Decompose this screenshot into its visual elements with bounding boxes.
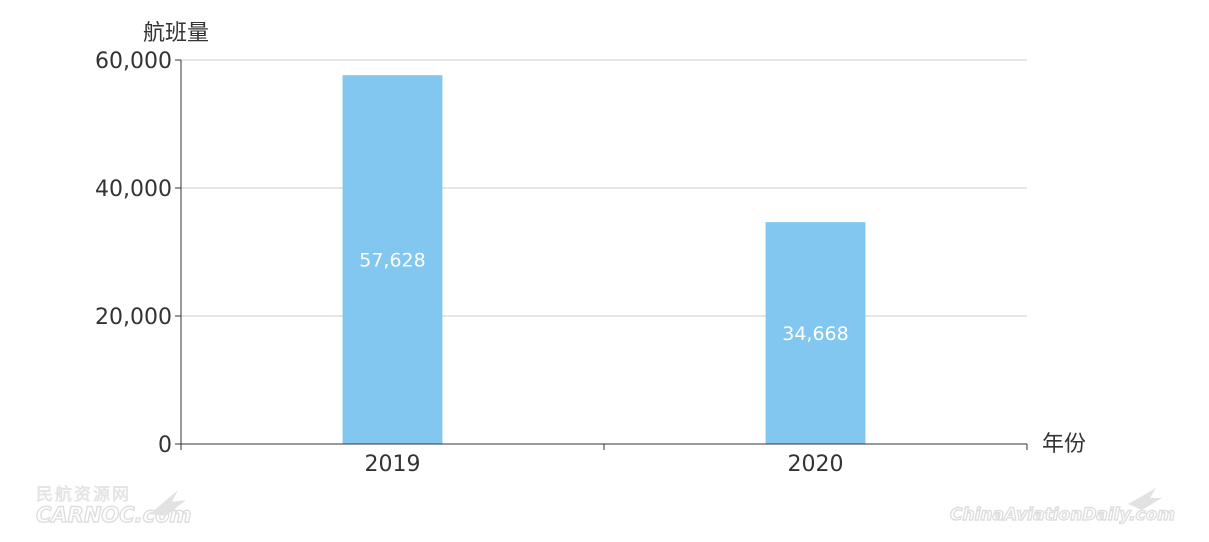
plane-icon [1128,488,1162,510]
bars [342,75,866,445]
plane-icon [150,490,186,516]
y-tick-label: 20,000 [95,305,172,330]
y-axis-title: 航班量 [143,21,209,46]
bar [765,222,866,444]
watermark-chinaaviationdaily: ChinaAviationDaily.com [949,488,1176,526]
y-tick-label: 0 [158,433,172,458]
y-tick-label: 60,000 [95,49,172,74]
bar [342,75,443,445]
watermark-carnoc: 民航资源网 CARNOC.com [35,484,192,528]
bar-value-label: 34,668 [782,323,848,345]
grid-lines [181,59,1027,317]
x-axis-title: 年份 [1042,432,1086,457]
x-category-label: 2020 [788,452,844,477]
axes [175,59,1028,450]
x-category-label: 2019 [365,452,421,477]
watermark-cad-text: ChinaAviationDaily.com [950,505,1175,525]
y-tick-label: 40,000 [95,177,172,202]
watermark-carnoc-cn: 民航资源网 [36,484,131,505]
labels: 0 20,000 40,000 60,000 57,628 2019 34,668 2020 [95,49,849,477]
bar-value-label: 57,628 [359,250,425,272]
